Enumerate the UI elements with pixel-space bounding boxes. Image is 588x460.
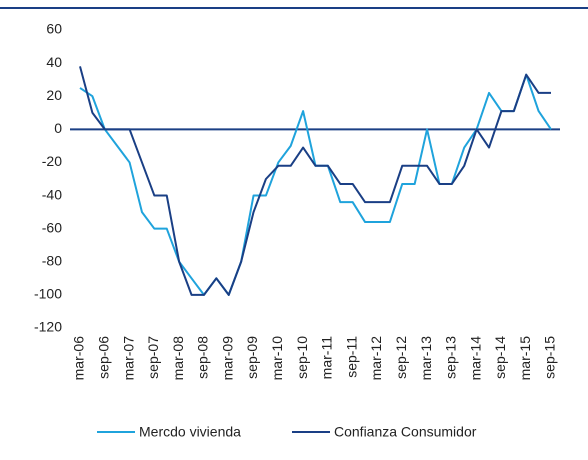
series-line [79,66,551,296]
x-tick-label: sep-13 [443,336,459,379]
x-tick-label: sep-09 [244,336,260,379]
y-tick-label: 20 [46,87,62,103]
y-tick-label: -20 [42,153,62,169]
x-tick-label: sep-15 [542,336,558,379]
y-tick-label: 60 [46,21,62,37]
x-tick-label: mar-15 [517,336,533,381]
x-tick-label: sep-07 [145,336,161,379]
x-tick-label: sep-12 [393,336,409,379]
y-tick-label: 40 [46,54,62,70]
x-tick-label: mar-12 [368,336,384,381]
x-tick-label: mar-10 [269,336,285,381]
x-tick-label: mar-07 [120,336,136,381]
x-tick-label: mar-09 [219,336,235,381]
x-tick-label: sep-14 [492,336,508,379]
y-tick-label: -60 [42,219,62,235]
x-tick-label: mar-14 [467,336,483,381]
y-tick-label: 0 [54,120,62,136]
y-tick-label: -100 [34,286,62,302]
x-tick-label: mar-06 [71,336,87,381]
x-tick-label: sep-11 [343,336,359,378]
x-tick-label: mar-13 [418,336,434,381]
legend-label: Confianza Consumidor [334,424,477,440]
y-tick-label: -120 [34,319,62,335]
y-tick-label: -80 [42,252,62,268]
legend-label: Mercdo vivienda [139,424,241,440]
x-tick-label: mar-11 [319,336,335,380]
y-tick-label: -40 [42,186,62,202]
x-tick-label: mar-08 [170,336,186,381]
x-tick-label: sep-06 [95,336,111,379]
x-tick-label: sep-10 [294,336,310,379]
x-tick-label: sep-08 [195,336,211,379]
